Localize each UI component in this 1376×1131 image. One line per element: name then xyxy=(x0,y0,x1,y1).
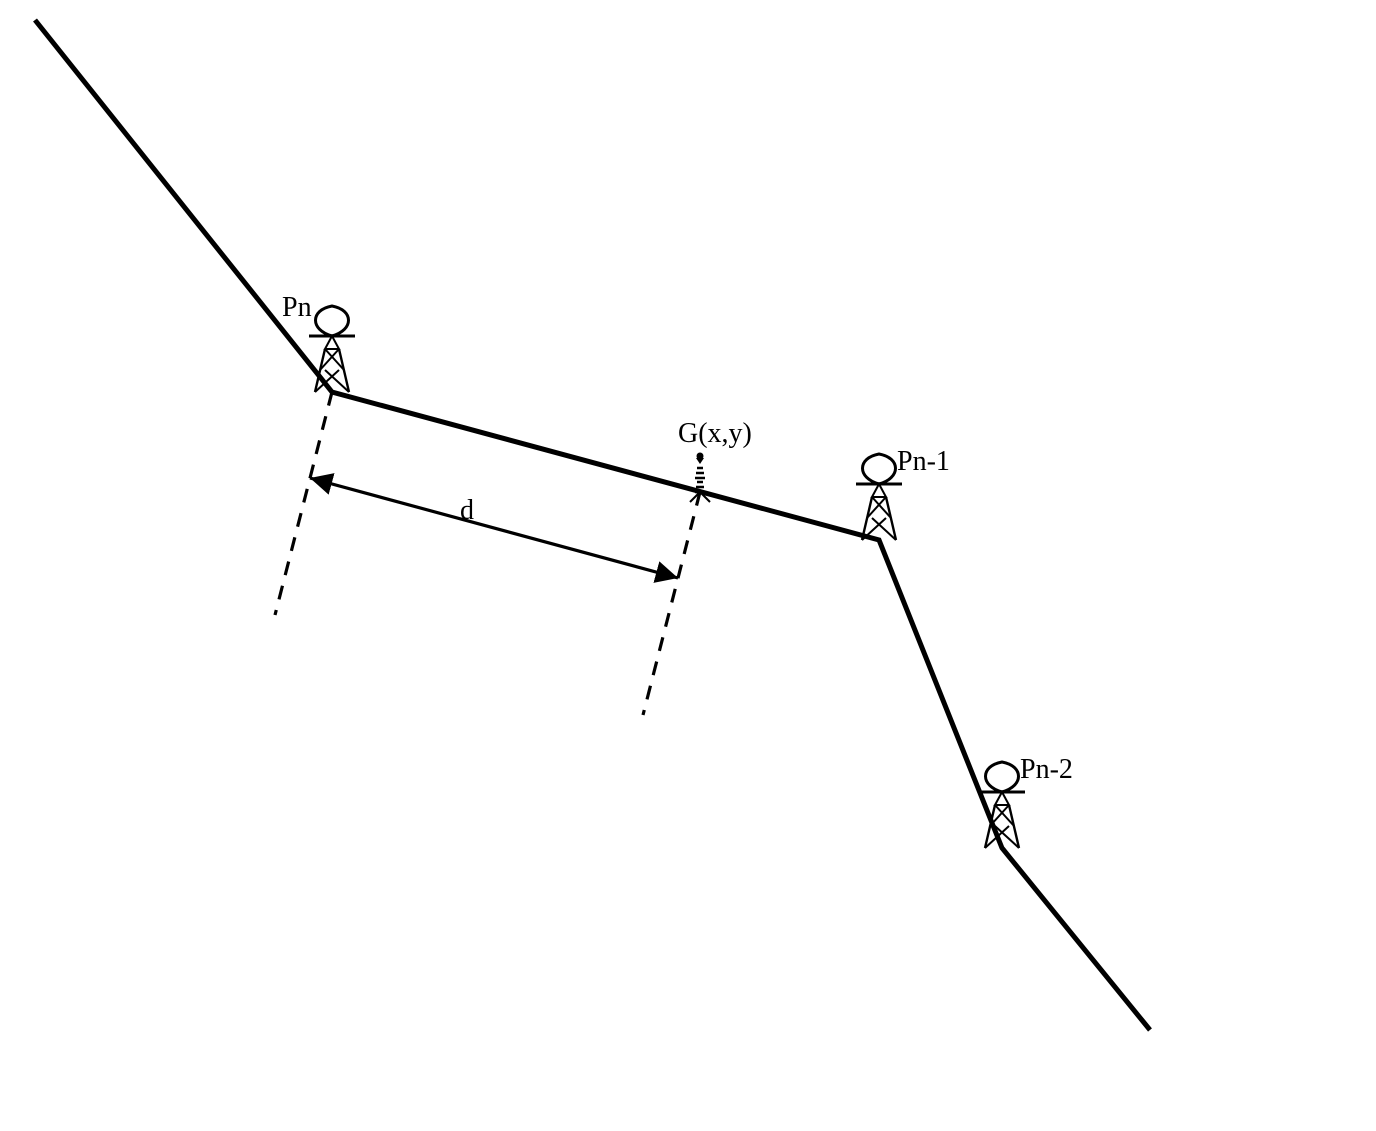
dashed-perpendicular-g xyxy=(643,492,700,715)
tower-pn-icon xyxy=(309,306,355,392)
label-pn-2: Pn-2 xyxy=(1020,754,1073,786)
label-g: G(x,y) xyxy=(678,418,752,450)
transmission-line-path xyxy=(35,20,1150,1030)
dashed-perpendicular-pn xyxy=(275,392,332,615)
distance-arrow-d xyxy=(310,478,678,578)
label-d: d xyxy=(460,495,474,527)
tower-pn1-icon xyxy=(856,454,902,540)
label-pn-1: Pn-1 xyxy=(897,446,950,478)
label-pn: Pn xyxy=(282,292,312,324)
